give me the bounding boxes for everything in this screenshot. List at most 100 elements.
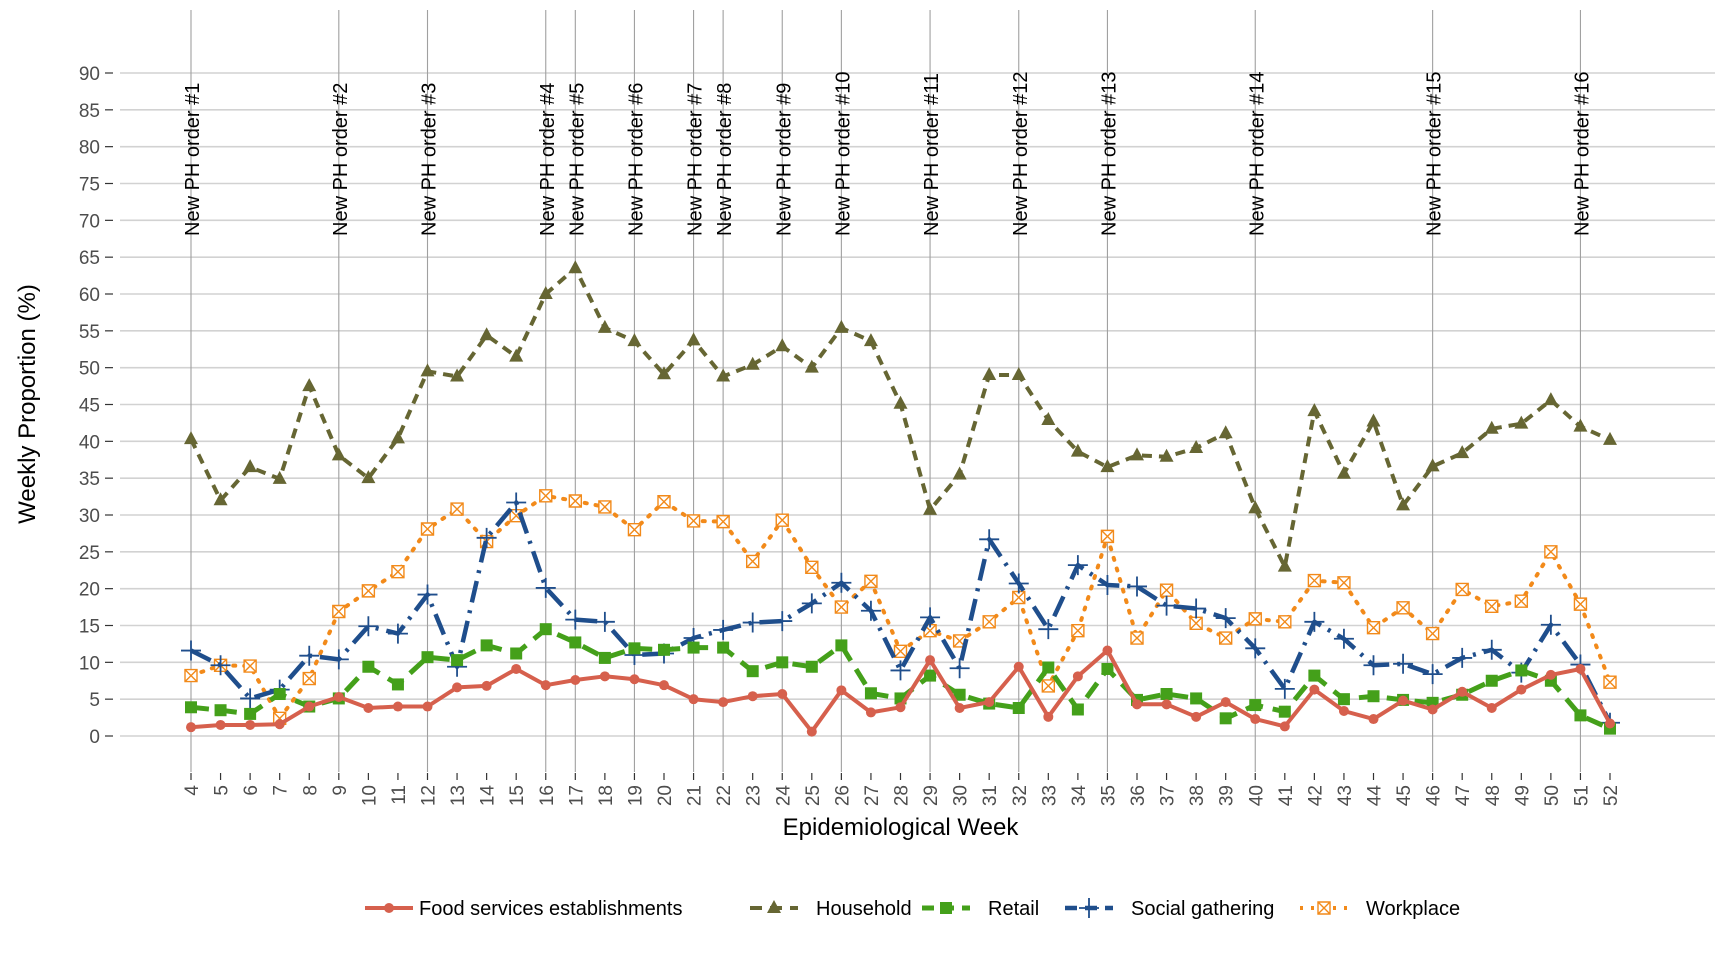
data-point	[1338, 705, 1349, 716]
data-point	[391, 565, 405, 579]
data-point	[1393, 653, 1414, 674]
data-point	[1455, 582, 1469, 597]
data-point	[1218, 631, 1233, 645]
y-tick-label: 45	[79, 396, 100, 417]
data-point	[831, 572, 852, 593]
data-point	[1309, 684, 1320, 695]
data-point	[1455, 445, 1470, 459]
data-point	[713, 619, 734, 640]
data-point	[657, 366, 671, 380]
data-point	[687, 641, 700, 654]
data-point	[243, 659, 257, 673]
x-tick-label: 13	[448, 785, 469, 806]
data-point	[1304, 611, 1325, 632]
data-point	[214, 704, 227, 717]
x-tick-label: 39	[1217, 785, 1238, 806]
ph-order-label: New PH order #14	[1246, 71, 1268, 236]
data-point	[391, 678, 404, 691]
data-point	[510, 647, 523, 660]
data-point	[1274, 678, 1295, 699]
data-point	[1038, 619, 1059, 640]
x-tick-label: 6	[241, 785, 262, 796]
data-point	[420, 363, 435, 377]
data-point	[1485, 599, 1499, 614]
data-point	[1041, 679, 1056, 693]
x-tick-label: 32	[1010, 785, 1031, 806]
data-point	[1186, 598, 1207, 619]
data-point	[479, 327, 494, 341]
data-point	[864, 687, 877, 700]
x-tick-label: 34	[1069, 785, 1090, 807]
data-point	[1544, 545, 1558, 559]
x-tick-label: 40	[1246, 785, 1267, 806]
data-point	[1279, 721, 1290, 732]
y-tick-label: 90	[79, 64, 100, 85]
data-point	[1127, 576, 1147, 597]
y-tick-label: 60	[79, 285, 100, 306]
legend-item: Workplace	[1300, 898, 1460, 920]
data-point	[1540, 614, 1561, 635]
x-tick-label: 52	[1601, 785, 1622, 806]
data-point	[1425, 626, 1440, 641]
data-point	[1102, 645, 1113, 656]
x-tick-label: 26	[832, 785, 853, 806]
data-point	[772, 611, 793, 632]
y-tick-label: 65	[79, 248, 100, 269]
data-point	[835, 639, 848, 652]
data-point	[775, 338, 790, 352]
ph-order-label: New PH order #2	[330, 83, 352, 236]
y-tick-label: 5	[89, 690, 100, 711]
data-point	[805, 560, 819, 575]
data-point	[331, 447, 346, 461]
data-point	[717, 641, 730, 654]
data-point	[273, 688, 286, 701]
data-point	[1484, 420, 1499, 434]
data-point	[1219, 712, 1232, 725]
data-point	[776, 656, 789, 669]
x-tick-label: 9	[330, 785, 351, 796]
data-point	[1130, 447, 1144, 461]
x-tick-label: 50	[1542, 785, 1563, 806]
x-tick-label: 46	[1424, 785, 1445, 806]
data-point	[1072, 671, 1083, 682]
legend-marker	[1317, 901, 1331, 915]
data-point	[806, 726, 817, 737]
y-axis: 0 5 10 15 20 25 30 35 40 45 50 55 60 65 70 75 80 85 90	[79, 64, 113, 748]
data-point	[949, 658, 970, 679]
data-point	[243, 459, 258, 473]
data-point	[895, 702, 906, 713]
data-point	[1363, 655, 1384, 676]
data-point	[1337, 576, 1351, 590]
data-point	[1278, 705, 1291, 718]
data-point	[860, 600, 881, 621]
data-point	[924, 669, 937, 682]
data-point	[954, 703, 965, 714]
data-point	[511, 663, 522, 674]
x-tick-label: 37	[1158, 785, 1179, 806]
data-point	[745, 554, 760, 569]
x-tick-label: 49	[1512, 785, 1533, 806]
data-point	[358, 616, 379, 637]
data-point	[240, 688, 261, 709]
data-point	[210, 655, 231, 676]
data-point	[893, 644, 908, 658]
data-point	[1071, 703, 1084, 716]
data-point	[982, 367, 997, 381]
legend-marker	[1079, 898, 1099, 918]
data-point	[387, 623, 408, 644]
legend-label: Food services establishments	[419, 898, 682, 920]
x-tick-label: 7	[271, 785, 292, 796]
data-point	[628, 642, 641, 655]
y-tick-label: 70	[79, 211, 100, 232]
data-point	[1457, 686, 1468, 697]
data-point	[747, 691, 758, 702]
data-point	[777, 689, 788, 700]
data-point	[718, 697, 729, 708]
x-tick-label: 11	[389, 785, 410, 805]
data-point	[333, 691, 344, 702]
data-point	[185, 701, 197, 714]
y-tick-label: 75	[79, 175, 100, 196]
ph-order-label: New PH order #4	[537, 83, 559, 236]
x-tick-label: 19	[625, 785, 646, 806]
data-point	[215, 719, 226, 730]
